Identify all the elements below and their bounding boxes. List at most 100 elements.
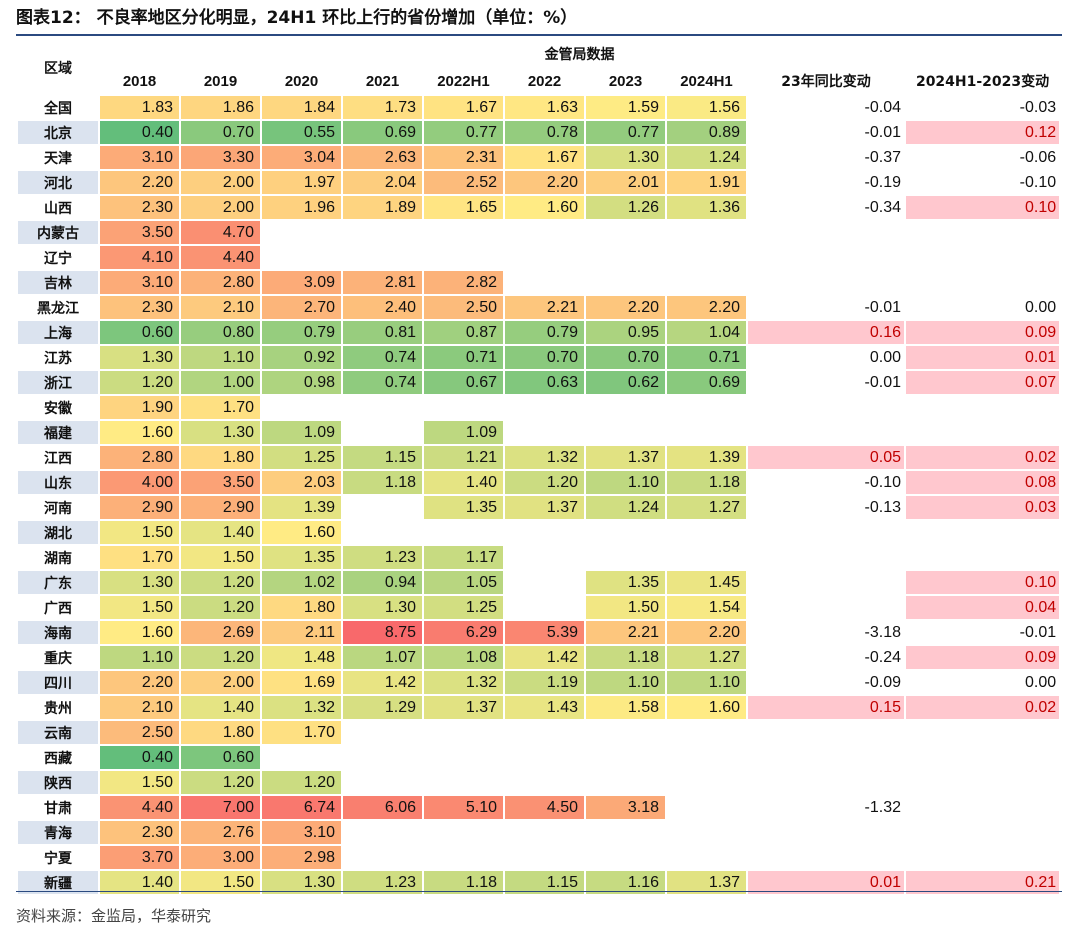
region-cell: 海南	[16, 619, 100, 646]
h1-change-cell: 0.02	[903, 694, 1062, 721]
value-cell: 2.04	[341, 169, 424, 196]
value-cell: 2.01	[584, 169, 667, 196]
table-row: 广东 1.30 1.20 1.02 0.94 1.05 1.35 1.45 0.10	[16, 569, 1062, 596]
h1-change-cell: 0.02	[903, 444, 1062, 471]
value-cell: 1.32	[503, 444, 586, 471]
region-cell: 四川	[16, 669, 100, 696]
value-cell: 1.56	[665, 94, 748, 121]
value-cell: 0.71	[422, 344, 505, 371]
value-cell: 3.10	[98, 144, 181, 171]
value-cell	[584, 419, 667, 446]
value-cell	[584, 819, 667, 846]
chart-title: 图表12： 不良率地区分化明显，24H1 环比上行的省份增加（单位：%）	[16, 8, 578, 28]
value-cell: 2.20	[584, 294, 667, 321]
value-cell	[584, 519, 667, 546]
table-row: 云南 2.50 1.80 1.70	[16, 719, 1062, 746]
yoy-change-cell	[746, 394, 906, 421]
value-cell: 3.10	[260, 819, 343, 846]
value-cell: 2.69	[179, 619, 262, 646]
value-cell: 1.10	[584, 469, 667, 496]
value-cell: 1.70	[260, 719, 343, 746]
value-cell: 1.09	[260, 419, 343, 446]
h1-change-cell: -0.01	[903, 619, 1062, 646]
region-cell: 江苏	[16, 344, 100, 371]
yoy-change-cell	[746, 594, 906, 621]
region-cell: 河北	[16, 169, 100, 196]
value-cell: 2.10	[98, 694, 181, 721]
region-cell: 湖北	[16, 519, 100, 546]
value-cell: 2.20	[503, 169, 586, 196]
region-cell: 山西	[16, 194, 100, 221]
value-cell: 2.30	[98, 294, 181, 321]
value-cell	[422, 769, 505, 796]
region-cell: 安徽	[16, 394, 100, 421]
yoy-change-cell	[746, 519, 906, 546]
value-cell	[665, 394, 748, 421]
value-cell: 1.10	[584, 669, 667, 696]
value-cell: 0.69	[341, 119, 424, 146]
value-cell: 4.40	[98, 794, 181, 821]
yoy-change-cell	[746, 769, 906, 796]
value-cell: 1.00	[179, 369, 262, 396]
value-cell: 1.58	[584, 694, 667, 721]
h1-change-cell	[903, 769, 1062, 796]
value-cell	[665, 794, 748, 821]
value-cell: 1.50	[584, 594, 667, 621]
value-cell: 1.20	[179, 644, 262, 671]
value-cell	[665, 219, 748, 246]
value-cell	[665, 244, 748, 271]
value-cell: 1.20	[503, 469, 586, 496]
region-cell: 福建	[16, 419, 100, 446]
value-cell: 2.11	[260, 619, 343, 646]
yoy-change-cell: 0.15	[746, 694, 906, 721]
h1-change-cell	[903, 744, 1062, 771]
value-cell: 5.10	[422, 794, 505, 821]
region-header: 区域	[16, 40, 100, 96]
column-header: 2020	[260, 66, 343, 96]
region-cell: 广西	[16, 594, 100, 621]
value-cell: 0.71	[665, 344, 748, 371]
region-cell: 江西	[16, 444, 100, 471]
table-row: 北京 0.40 0.70 0.55 0.69 0.77 0.78 0.77 0.89 -0.01 0…	[16, 119, 1062, 146]
value-cell: 7.00	[179, 794, 262, 821]
value-cell: 0.81	[341, 319, 424, 346]
yoy-change-cell: 0.05	[746, 444, 906, 471]
table-row: 河北 2.20 2.00 1.97 2.04 2.52 2.20 2.01 1.91 -0.19-…	[16, 169, 1062, 196]
value-cell: 4.40	[179, 244, 262, 271]
yoy-change-cell	[746, 219, 906, 246]
value-cell: 1.80	[179, 444, 262, 471]
h1-change-cell: 0.10	[903, 194, 1062, 221]
value-cell: 1.67	[422, 94, 505, 121]
h1-change-cell: -0.03	[903, 94, 1062, 121]
value-cell: 1.43	[503, 694, 586, 721]
h1-change-cell: 0.07	[903, 369, 1062, 396]
value-cell: 3.18	[584, 794, 667, 821]
value-cell	[584, 744, 667, 771]
value-cell	[665, 744, 748, 771]
value-cell: 2.20	[665, 619, 748, 646]
value-cell: 1.20	[98, 369, 181, 396]
value-cell	[665, 844, 748, 871]
value-cell: 1.83	[98, 94, 181, 121]
column-header: 2021	[341, 66, 424, 96]
value-cell	[584, 719, 667, 746]
value-cell	[503, 219, 586, 246]
region-cell: 贵州	[16, 694, 100, 721]
npl-ratio-table: 区域 金管局数据 2018 2019 2020 2021 2022H1 2022 2023 2…	[16, 40, 1062, 896]
h1-change-cell: 0.03	[903, 494, 1062, 521]
value-cell: 1.97	[260, 169, 343, 196]
value-cell: 1.08	[422, 644, 505, 671]
value-cell	[341, 844, 424, 871]
value-cell: 1.60	[260, 519, 343, 546]
value-cell: 0.77	[584, 119, 667, 146]
region-cell: 宁夏	[16, 844, 100, 871]
value-cell: 3.10	[98, 269, 181, 296]
value-cell: 1.37	[422, 694, 505, 721]
value-cell: 0.79	[260, 319, 343, 346]
region-cell: 甘肃	[16, 794, 100, 821]
value-cell: 1.54	[665, 594, 748, 621]
value-cell	[260, 244, 343, 271]
value-cell: 0.87	[422, 319, 505, 346]
column-header: 2024H1	[665, 66, 748, 96]
value-cell: 1.86	[179, 94, 262, 121]
